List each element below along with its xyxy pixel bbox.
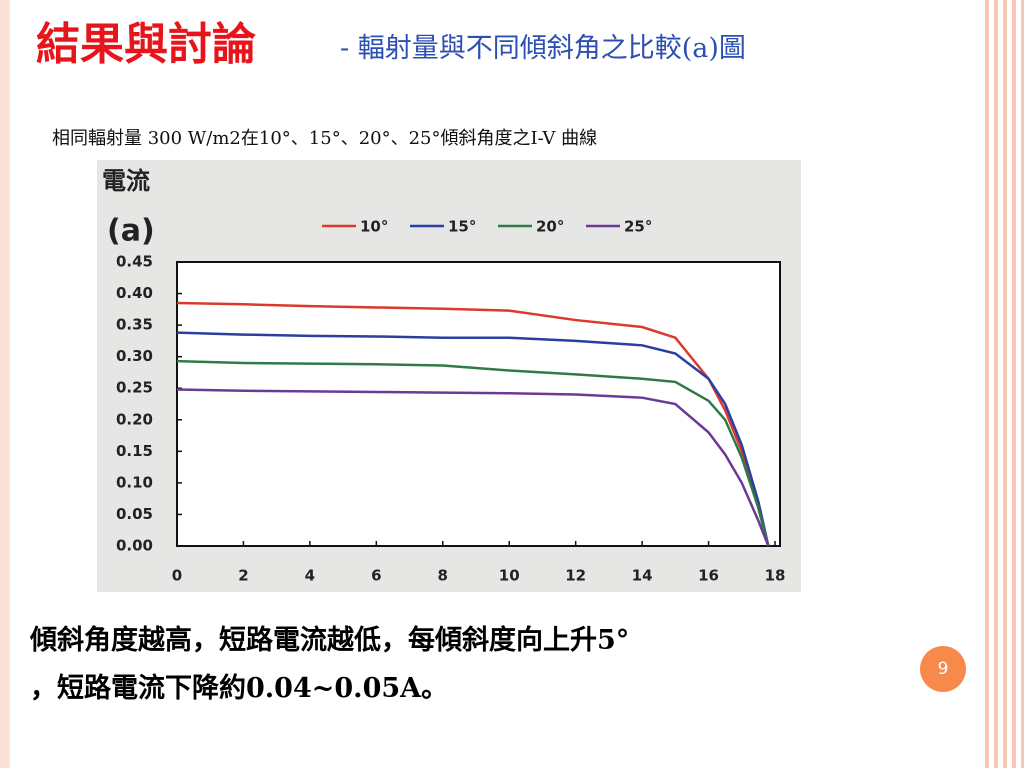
right-stripes bbox=[980, 0, 1024, 768]
series-line bbox=[176, 388, 770, 547]
panel-label: (a) bbox=[107, 214, 155, 249]
body-line: 傾斜角度越高，短路電流越低，每傾斜度向上升5° bbox=[30, 625, 630, 656]
y-tick-label: 0.15 bbox=[116, 442, 153, 460]
y-tick-label: 0.30 bbox=[116, 347, 153, 365]
legend-label: 10° bbox=[360, 218, 388, 236]
y-tick-label: 0.45 bbox=[116, 253, 153, 271]
x-tick-label: 16 bbox=[698, 567, 719, 585]
y-tick-label: 0.25 bbox=[116, 379, 153, 397]
x-tick-label: 18 bbox=[765, 567, 786, 585]
x-tick-label: 4 bbox=[305, 567, 315, 585]
x-tick-label: 12 bbox=[565, 567, 586, 585]
x-tick-label: 8 bbox=[438, 567, 448, 585]
series-line bbox=[176, 359, 770, 547]
x-tick-label: 10 bbox=[499, 567, 520, 585]
x-tick-label: 0 bbox=[172, 567, 182, 585]
y-axis-title: 電流 bbox=[102, 167, 150, 195]
legend-label: 20° bbox=[536, 218, 564, 236]
y-tick-label: 0.35 bbox=[116, 316, 153, 334]
x-tick-label: 6 bbox=[371, 567, 381, 585]
y-tick-label: 0.40 bbox=[116, 284, 153, 302]
y-tick-label: 0.20 bbox=[116, 410, 153, 428]
legend-label: 15° bbox=[448, 218, 476, 236]
body-line: ，短路電流下降約0.04~0.05A。 bbox=[30, 673, 449, 704]
chart: 電流 (a) 0.00 0.05 0.10 0.15 0.20 0.25 0.30 0.35 0… bbox=[97, 160, 801, 592]
y-tick-label: 0.10 bbox=[116, 473, 153, 491]
series-line bbox=[176, 301, 770, 547]
y-tick-label: 0.05 bbox=[116, 505, 153, 523]
slide-subtitle: - 輻射量與不同傾斜角之比較(a)圖 bbox=[340, 33, 746, 64]
page-number: 9 bbox=[920, 646, 966, 692]
slide-title: 結果與討論 bbox=[36, 19, 256, 70]
caption: 相同輻射量 300 W/m2在10°、15°、20°、25°傾斜角度之I-V 曲… bbox=[52, 128, 598, 149]
legend-label: 25° bbox=[624, 218, 652, 236]
left-border bbox=[0, 0, 10, 768]
x-tick-label: 14 bbox=[632, 567, 653, 585]
y-tick-label: 0.00 bbox=[116, 537, 153, 555]
series-line bbox=[176, 331, 770, 547]
x-tick-label: 2 bbox=[238, 567, 248, 585]
